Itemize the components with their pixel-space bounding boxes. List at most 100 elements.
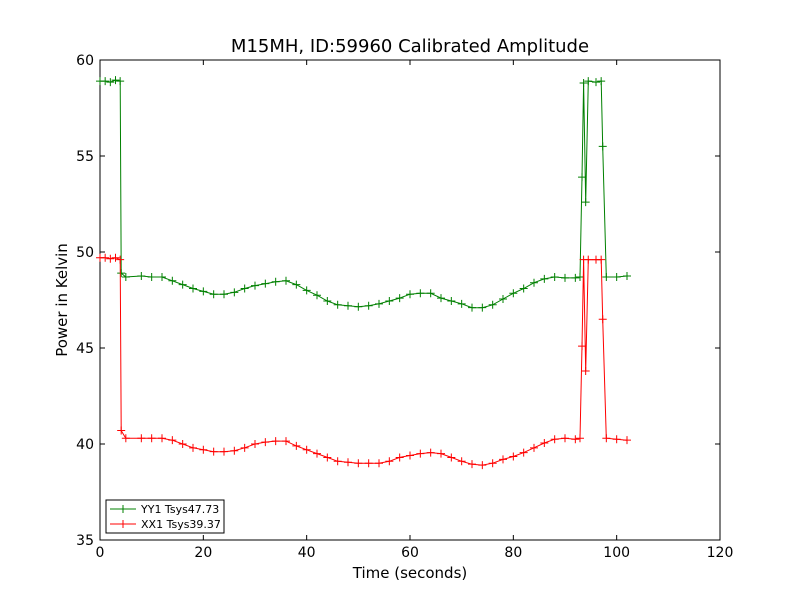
data-point [457,457,466,466]
data-point [550,435,559,444]
y-tick-label: 40 [76,437,94,453]
data-point [575,434,584,443]
x-axis-label: Time (seconds) [352,564,468,582]
data-point [178,440,187,448]
data-point [333,300,342,309]
data-point [117,426,126,435]
data-point [240,443,249,452]
data-point [468,303,476,312]
data-point [121,272,130,281]
data-point [416,289,425,298]
y-tick-label: 60 [76,53,94,69]
data-point [540,274,549,283]
data-point [561,434,569,443]
data-point [354,459,363,468]
x-tick-label: 120 [707,545,734,561]
data-point [230,288,239,297]
data-point [147,434,156,443]
data-point [313,449,321,458]
data-point [623,436,631,445]
data-point [571,435,580,444]
data-point [447,453,456,462]
legend-label: YY1 Tsys47.73 [140,503,219,516]
legend-frame [105,499,225,534]
data-point [302,445,311,454]
x-tick-label: 40 [298,545,316,561]
data-point [385,457,394,466]
data-point [578,173,587,182]
data-point [612,272,621,281]
data-point [519,284,528,293]
data-point [344,301,352,310]
data-point [592,78,600,87]
data-point [550,272,559,281]
data-point [137,272,146,280]
x-tick-label: 60 [401,545,419,561]
data-point [406,290,414,299]
legend-marker [119,505,127,513]
data-point [116,77,125,86]
data-point [137,434,146,443]
data-point [116,255,125,264]
data-point [575,272,584,281]
data-point [168,276,177,285]
data-point [457,299,466,308]
data-point [579,79,588,88]
data-point [571,273,580,282]
legend: YY1 Tsys47.73 XX1 Tsys39.37 [105,499,225,534]
data-point [364,301,373,310]
y-tick-label: 55 [76,149,94,165]
chart-title: M15MH, ID:59960 Calibrated Amplitude [231,36,589,57]
data-point [220,290,228,299]
y-axis-label: Power in Kelvin [53,243,71,357]
data-point [499,295,507,304]
data-point [597,77,606,86]
plot-frame [99,59,721,541]
x-tick-label: 100 [603,545,630,561]
data-point [530,443,538,452]
data-point [375,299,383,308]
data-point [313,291,321,300]
data-point [209,447,218,456]
data-point [282,437,290,446]
data-point [117,269,126,278]
data-point [385,296,394,305]
data-point [478,461,487,470]
data-point [101,253,110,262]
data-point [230,446,239,455]
data-point [251,440,259,448]
data-point [261,279,270,288]
data-point [437,294,445,303]
data-point [598,315,607,324]
data-point [468,460,476,469]
data-point [581,367,590,376]
data-point [416,449,425,458]
data-point [240,284,249,293]
data-point [199,287,208,296]
data-point [561,273,569,282]
data-point [111,76,120,85]
data-point [509,452,518,461]
series-layer [96,76,631,470]
data-point [519,448,528,457]
x-tick-label: 0 [96,545,105,561]
data-point [584,77,593,86]
data-point [282,276,290,285]
data-point [426,289,435,298]
data-point [447,296,456,305]
series-1 [96,76,631,312]
data-point [488,300,497,309]
data-point [540,439,549,448]
data-point [437,449,445,458]
legend-label: XX1 Tsys39.37 [141,518,221,531]
data-point [292,441,301,450]
data-point [375,459,383,468]
y-tick-label: 50 [76,245,94,261]
data-point [584,255,593,264]
data-point [354,302,363,311]
data-point [578,342,587,351]
data-point [395,294,404,303]
data-point [530,278,538,287]
data-point [395,453,404,462]
